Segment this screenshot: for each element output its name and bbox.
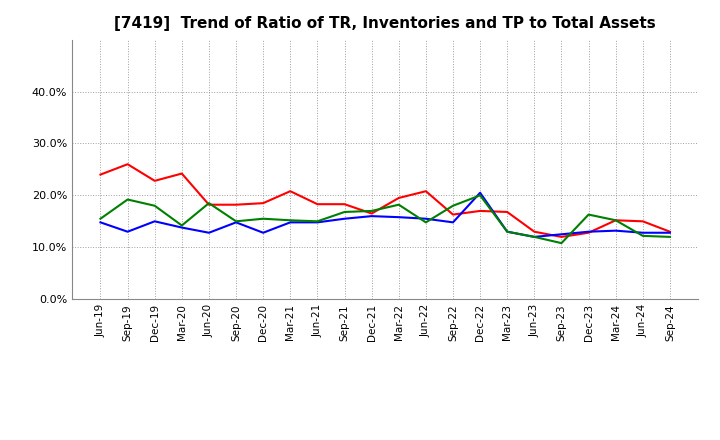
Trade Payables xyxy=(204,201,213,206)
Trade Receivables xyxy=(341,202,349,207)
Trade Receivables xyxy=(259,201,268,206)
Trade Receivables xyxy=(367,211,376,216)
Trade Payables xyxy=(259,216,268,221)
Trade Receivables xyxy=(421,189,430,194)
Trade Payables xyxy=(421,220,430,225)
Trade Receivables xyxy=(96,172,105,177)
Trade Payables xyxy=(150,203,159,209)
Trade Receivables xyxy=(395,195,403,201)
Trade Payables xyxy=(503,229,511,235)
Inventories xyxy=(341,216,349,221)
Trade Receivables xyxy=(178,171,186,176)
Inventories xyxy=(476,190,485,195)
Trade Payables xyxy=(639,233,647,238)
Trade Payables xyxy=(395,202,403,207)
Trade Payables xyxy=(557,241,566,246)
Line: Trade Payables: Trade Payables xyxy=(101,195,670,243)
Inventories xyxy=(123,229,132,235)
Trade Payables xyxy=(449,203,457,209)
Trade Receivables xyxy=(611,218,620,223)
Trade Receivables xyxy=(665,229,674,235)
Trade Payables xyxy=(584,212,593,217)
Trade Payables xyxy=(123,197,132,202)
Trade Payables xyxy=(530,234,539,239)
Inventories xyxy=(665,230,674,235)
Trade Payables xyxy=(367,208,376,213)
Trade Payables xyxy=(341,209,349,215)
Inventories xyxy=(259,230,268,235)
Inventories xyxy=(557,231,566,237)
Inventories xyxy=(395,215,403,220)
Inventories xyxy=(313,220,322,225)
Trade Receivables xyxy=(557,234,566,239)
Trade Receivables xyxy=(232,202,240,207)
Trade Payables xyxy=(178,223,186,228)
Trade Receivables xyxy=(639,219,647,224)
Inventories xyxy=(503,229,511,235)
Inventories xyxy=(286,220,294,225)
Inventories xyxy=(421,216,430,221)
Trade Receivables xyxy=(584,230,593,235)
Trade Payables xyxy=(665,234,674,239)
Inventories xyxy=(367,213,376,219)
Inventories xyxy=(178,225,186,230)
Trade Receivables xyxy=(313,202,322,207)
Title: [7419]  Trend of Ratio of TR, Inventories and TP to Total Assets: [7419] Trend of Ratio of TR, Inventories… xyxy=(114,16,656,32)
Inventories xyxy=(639,230,647,235)
Inventories xyxy=(204,230,213,235)
Trade Receivables xyxy=(204,202,213,207)
Trade Payables xyxy=(96,216,105,221)
Inventories xyxy=(96,220,105,225)
Inventories xyxy=(530,234,539,239)
Trade Receivables xyxy=(286,189,294,194)
Inventories xyxy=(584,229,593,235)
Inventories xyxy=(611,228,620,233)
Trade Payables xyxy=(313,219,322,224)
Trade Payables xyxy=(232,219,240,224)
Inventories xyxy=(232,220,240,225)
Trade Receivables xyxy=(530,229,539,235)
Trade Receivables xyxy=(503,209,511,215)
Trade Payables xyxy=(611,218,620,223)
Trade Payables xyxy=(286,218,294,223)
Trade Payables xyxy=(476,193,485,198)
Line: Trade Receivables: Trade Receivables xyxy=(101,164,670,237)
Trade Receivables xyxy=(150,178,159,183)
Trade Receivables xyxy=(476,208,485,213)
Trade Receivables xyxy=(449,212,457,217)
Trade Receivables xyxy=(123,161,132,167)
Inventories xyxy=(150,219,159,224)
Line: Inventories: Inventories xyxy=(101,193,670,237)
Inventories xyxy=(449,220,457,225)
